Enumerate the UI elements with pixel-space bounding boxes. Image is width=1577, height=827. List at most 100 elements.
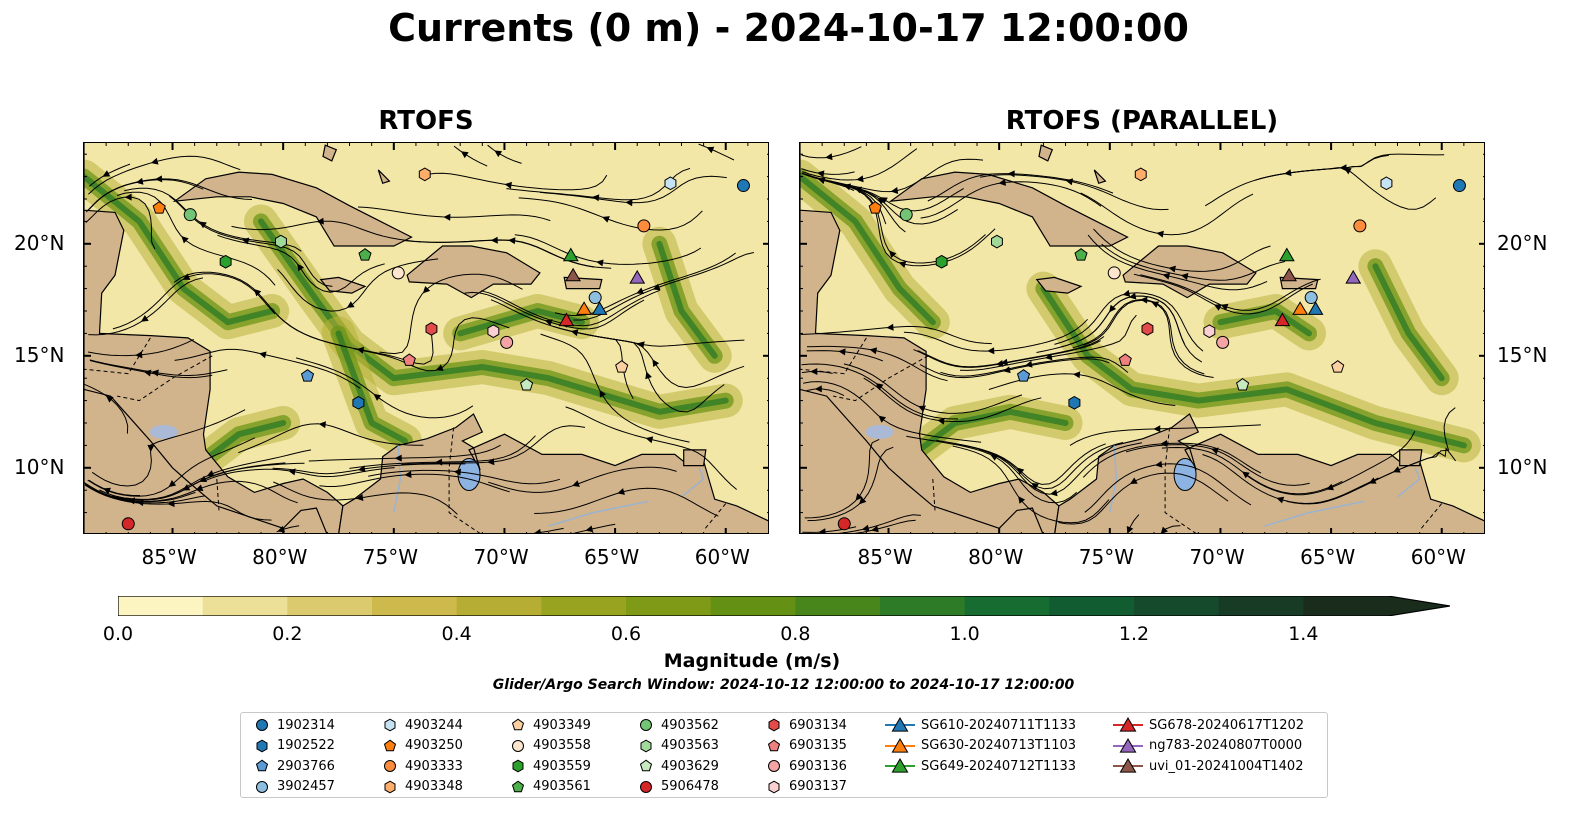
platform-marker-4903559	[935, 254, 948, 269]
search-window-note: Glider/Argo Search Window: 2024-10-12 12…	[492, 677, 1075, 693]
legend-entry: 4903561	[509, 777, 591, 797]
legend-marker-6903137	[768, 780, 780, 793]
platform-marker-uvi_01-20241004T1402	[565, 267, 581, 282]
legend-label: 1902314	[277, 717, 335, 733]
platform-marker-4903349	[615, 360, 629, 373]
streamline-arrow	[453, 468, 462, 476]
platform-marker-SG678-20240617T1202	[558, 312, 575, 327]
legend-label: 4903558	[533, 738, 591, 753]
platform-marker-SG630-20240713T1103	[576, 301, 593, 315]
streamline-arrow	[855, 493, 863, 501]
streamline	[84, 483, 205, 504]
legend-entry: 1902522	[253, 736, 335, 756]
current-core-fast	[656, 240, 718, 359]
legend-marker-4903562	[640, 719, 652, 731]
streamline-arrow	[199, 221, 207, 229]
streamline	[1258, 166, 1437, 210]
streamline-arrow	[599, 389, 607, 398]
streamline-arrow	[998, 178, 1006, 186]
country-border	[216, 478, 220, 511]
streamline-arrow	[206, 470, 215, 477]
streamline	[91, 409, 246, 487]
legend-entry: SG630-20240713T1103	[885, 736, 1076, 756]
legend-label: 4903333	[405, 758, 463, 774]
legend-marker-icon	[1113, 737, 1143, 753]
streamline	[854, 519, 916, 533]
legend-label: 6903134	[789, 717, 847, 733]
colorbar-segment	[202, 596, 288, 616]
legend-marker-3902457	[256, 780, 268, 793]
legend-marker-icon	[639, 759, 653, 772]
x-tick-label: 85°W	[141, 545, 197, 569]
streamline-arrow	[1154, 460, 1163, 468]
streamline	[1093, 228, 1271, 272]
streamline	[552, 325, 745, 347]
streamline-arrow	[253, 288, 262, 297]
legend-marker-4903349	[511, 718, 525, 731]
streamline	[84, 484, 272, 521]
streamline-arrow	[102, 170, 111, 177]
country-border	[932, 478, 936, 511]
streamline-arrow	[151, 369, 159, 377]
platform-marker-6903137	[487, 324, 500, 339]
land-trinidad	[1399, 449, 1423, 467]
legend-marker-4903250	[383, 739, 397, 751]
platform-marker-1902314	[736, 179, 750, 193]
streamline	[85, 178, 253, 213]
streamline-arrow	[1031, 482, 1039, 490]
streamline-arrow	[195, 484, 204, 492]
streamline	[84, 383, 129, 434]
streamline-arrow	[706, 146, 715, 154]
colorbar-segment	[710, 596, 796, 616]
country-border	[117, 355, 213, 402]
river	[1264, 500, 1365, 527]
legend-label: 6903136	[789, 758, 847, 774]
streamline	[806, 158, 984, 193]
streamline	[422, 239, 612, 269]
legend-label: 2903766	[277, 758, 335, 774]
streamline	[800, 325, 992, 345]
river	[1397, 467, 1421, 498]
legend-entry: 4903562	[637, 715, 719, 735]
streamline	[272, 463, 466, 475]
colorbar-tick-label: 1.4	[1288, 623, 1319, 645]
legend-marker-icon	[1113, 717, 1143, 732]
colorbar-segment	[626, 596, 712, 616]
platform-marker-2903766	[300, 369, 315, 382]
streamline	[88, 479, 141, 496]
legend-marker-icon	[384, 760, 396, 772]
streamline-arrow	[858, 496, 867, 505]
streamline	[217, 234, 385, 293]
streamline-arrow	[869, 347, 878, 355]
platform-marker-6903134	[425, 322, 438, 336]
streamline-arrow	[570, 329, 579, 337]
legend-marker-uvi_01-20241004T1402	[1119, 758, 1137, 773]
legend-entry: 4903244	[381, 715, 463, 735]
y-tick-label-right: 20°N	[1497, 230, 1548, 255]
legend-marker-SG630-20240713T1103	[891, 737, 909, 753]
streamline	[116, 191, 276, 286]
legend-marker-5906478	[640, 780, 652, 793]
streamline	[379, 273, 523, 355]
legend-label: 6903135	[789, 738, 847, 753]
streamline-arrow	[1016, 467, 1025, 475]
legend-marker-icon	[384, 780, 396, 793]
streamline-arrow	[878, 415, 887, 423]
streamline	[506, 167, 691, 201]
streamline	[453, 145, 488, 167]
streamline	[514, 234, 702, 265]
platform-marker-4903558	[391, 266, 405, 280]
streamline-arrow	[810, 368, 818, 375]
colorbar-extend-arrow	[1388, 596, 1450, 616]
colorbar-label: Magnitude (m/s)	[663, 650, 841, 672]
streamline-arrow	[316, 217, 324, 225]
streamline-arrow	[435, 364, 444, 371]
legend-entry: SG678-20240617T1202	[1113, 715, 1304, 735]
streamline-arrow	[1211, 447, 1219, 455]
streamline-arrow	[825, 153, 833, 161]
legend-marker-icon	[255, 759, 269, 772]
land-trinidad	[683, 449, 707, 467]
streamline-arrow	[1007, 170, 1015, 178]
streamline-arrow	[105, 395, 114, 403]
streamline	[838, 514, 921, 533]
